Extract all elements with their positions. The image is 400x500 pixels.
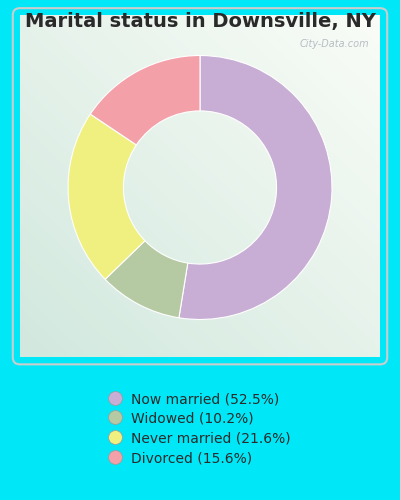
- Wedge shape: [179, 56, 332, 320]
- Wedge shape: [68, 114, 145, 280]
- Wedge shape: [105, 240, 188, 318]
- Text: City-Data.com: City-Data.com: [300, 39, 369, 49]
- Text: Marital status in Downsville, NY: Marital status in Downsville, NY: [24, 12, 376, 32]
- Legend: Now married (52.5%), Widowed (10.2%), Never married (21.6%), Divorced (15.6%): Now married (52.5%), Widowed (10.2%), Ne…: [110, 392, 290, 465]
- Wedge shape: [90, 56, 200, 145]
